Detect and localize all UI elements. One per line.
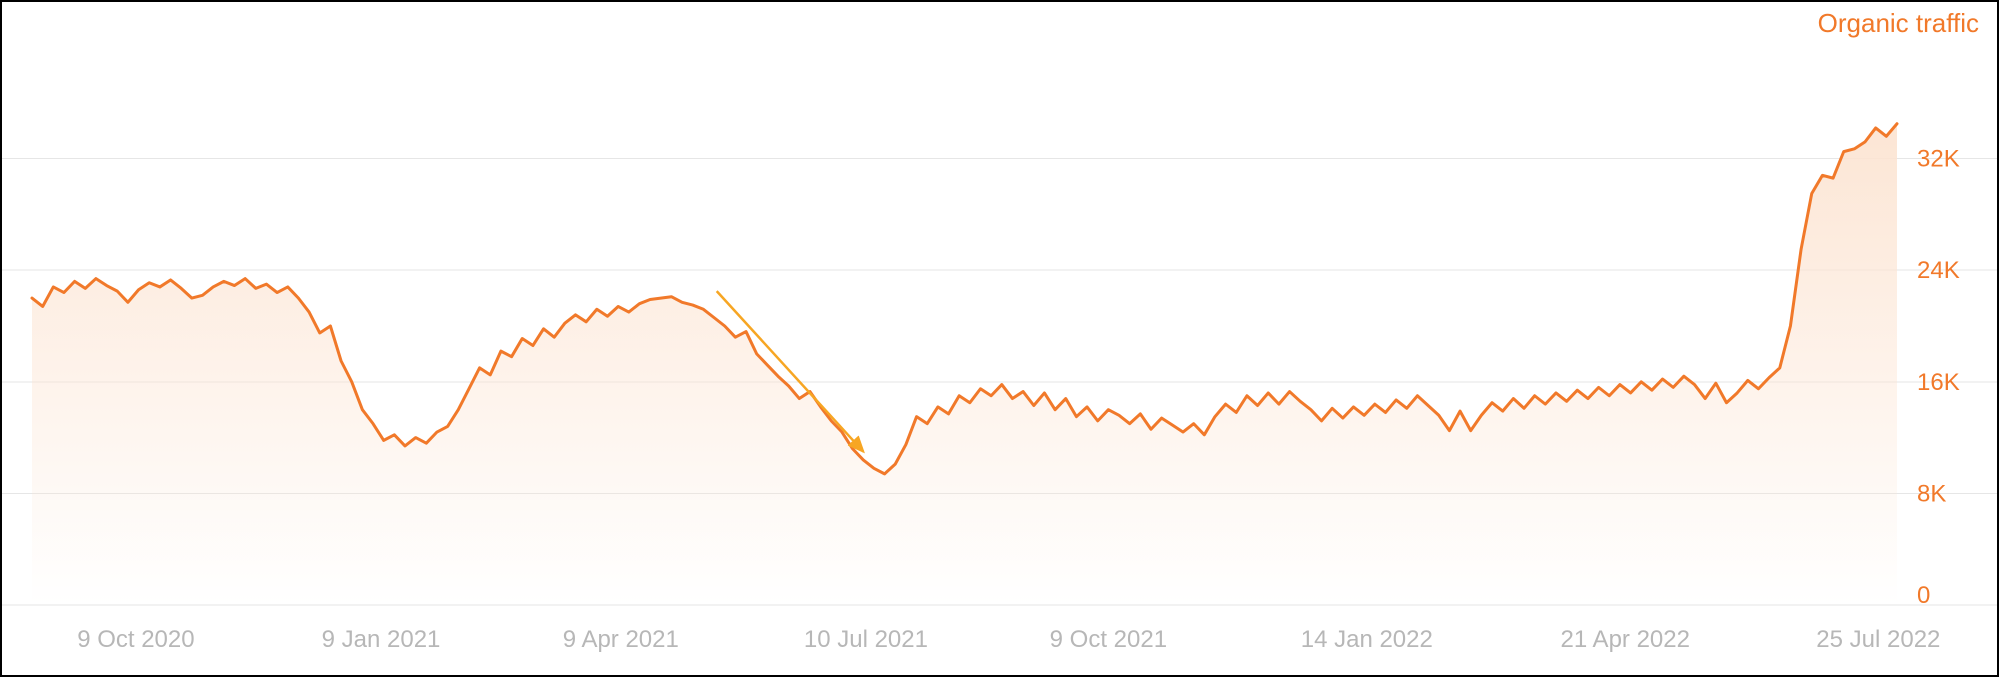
x-tick-label: 10 Jul 2021 <box>804 626 928 653</box>
y-tick-label: 24K <box>1917 257 1960 284</box>
y-tick-label: 0 <box>1917 582 1930 609</box>
x-tick-label: 9 Jan 2021 <box>322 626 441 653</box>
x-tick-label: 9 Apr 2021 <box>563 626 679 653</box>
y-tick-label: 16K <box>1917 369 1960 396</box>
chart-svg: 0 8K 16K 24K 32K 9 Oct 2020 9 Jan 2021 9 Apr 20… <box>2 2 1997 675</box>
x-tick-label: 9 Oct 2020 <box>77 626 194 653</box>
y-tick-label: 8K <box>1917 480 1946 507</box>
chart-title: Organic traffic <box>1818 8 1979 38</box>
y-tick-label: 32K <box>1917 146 1960 173</box>
x-tick-label: 9 Oct 2021 <box>1050 626 1167 653</box>
x-tick-label: 25 Jul 2022 <box>1816 626 1940 653</box>
traffic-chart: 0 8K 16K 24K 32K 9 Oct 2020 9 Jan 2021 9 Apr 20… <box>0 0 1999 677</box>
x-tick-label: 14 Jan 2022 <box>1301 626 1433 653</box>
x-tick-label: 21 Apr 2022 <box>1561 626 1690 653</box>
